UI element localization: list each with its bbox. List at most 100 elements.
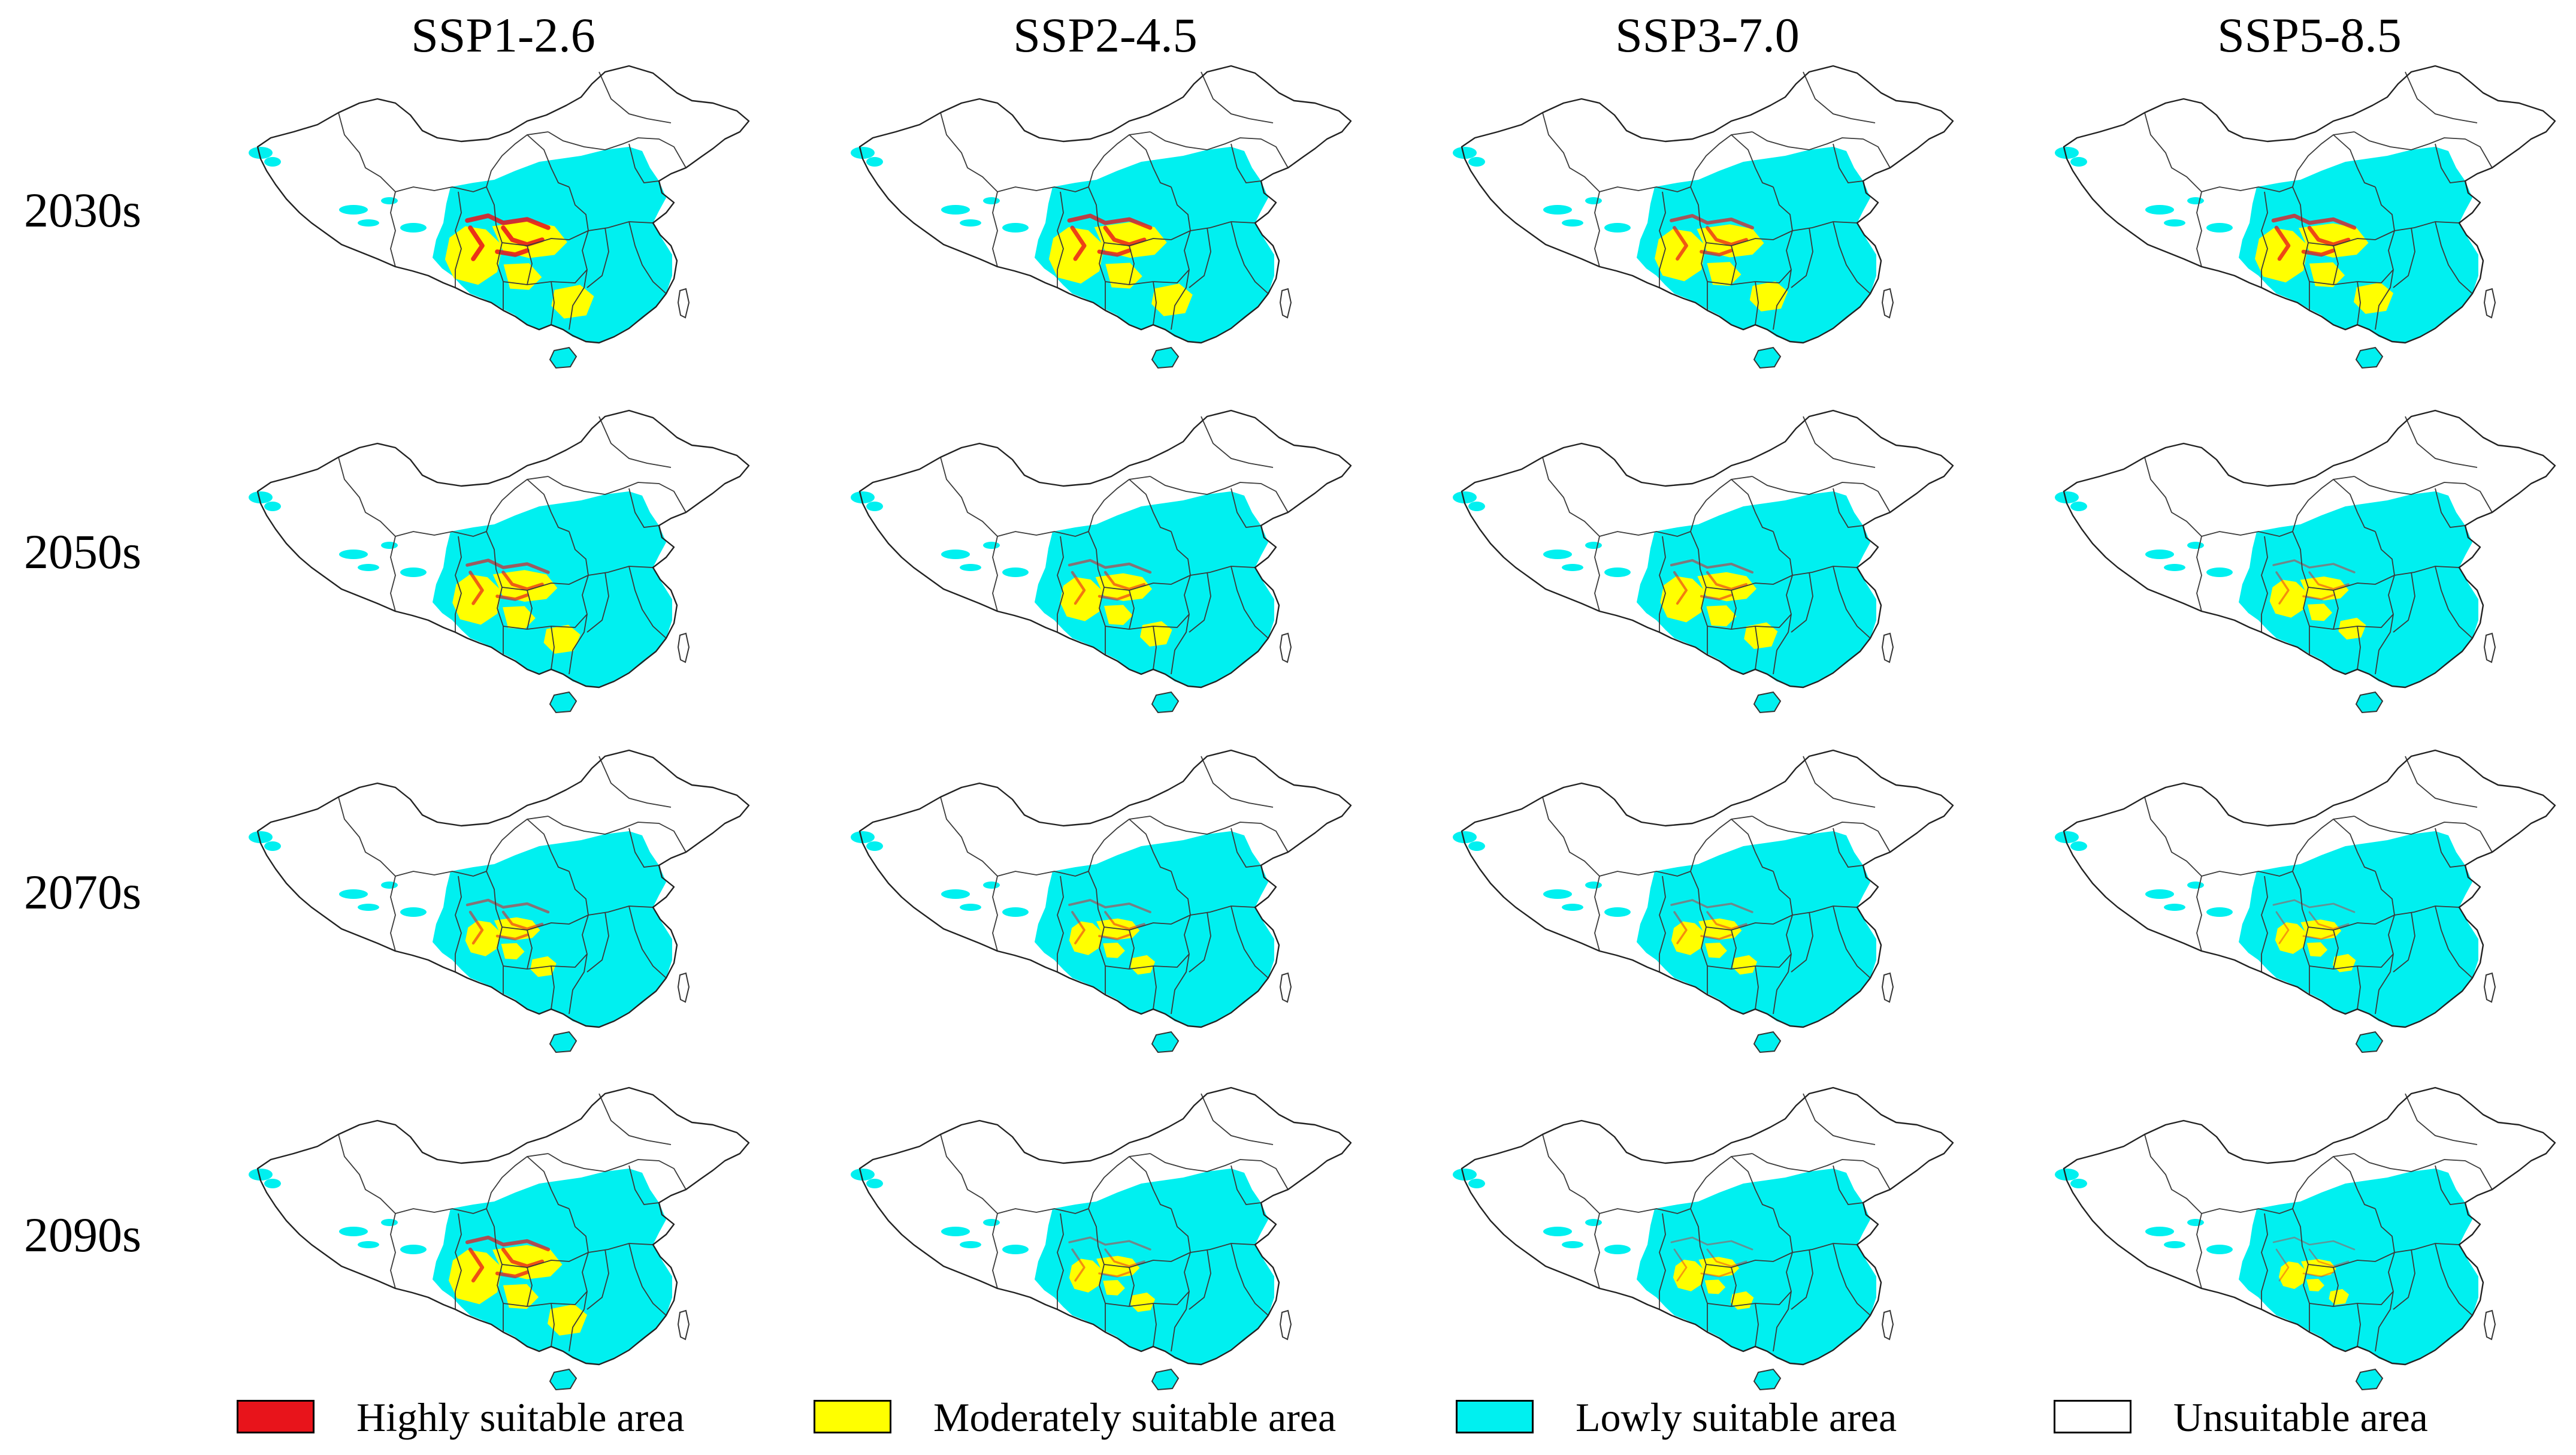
province-boundary [628, 1243, 667, 1316]
high-suitability-zone [2275, 1248, 2290, 1282]
china-suitability-map [1453, 65, 1954, 369]
province-boundary [586, 227, 609, 288]
province-boundary [527, 1267, 533, 1307]
low-suitability-patch [2187, 542, 2204, 549]
province-boundary [628, 566, 667, 639]
low-suitability-patch [983, 1219, 1000, 1226]
province-boundary [2393, 911, 2415, 973]
province-boundary [1833, 1243, 1871, 1316]
low-suitability-patch [2070, 502, 2087, 511]
province-boundary [1150, 476, 1289, 513]
low-suitability-patch [339, 205, 368, 215]
province-boundary [1690, 476, 1753, 532]
china-suitability-map [249, 409, 750, 714]
province-boundary [1731, 1156, 1774, 1209]
low-suitability-patch [358, 564, 379, 571]
country-outline [1461, 65, 1954, 344]
taiwan-island [1279, 288, 1292, 319]
low-suitability-patch [1604, 567, 1631, 577]
province-boundary [628, 143, 660, 183]
province-boundary [527, 245, 533, 285]
province-boundary [395, 871, 487, 877]
province-boundary [1791, 572, 1813, 633]
province-boundary [1189, 1249, 1211, 1310]
high-suitability-zone [2308, 571, 2350, 590]
province-boundary [1129, 1156, 1172, 1209]
high-suitability-zone [1700, 249, 1733, 256]
province-boundary [569, 186, 589, 330]
low-suitability-patch [1562, 564, 1583, 571]
low-suitability-patch [1468, 1179, 1485, 1188]
province-boundary [2201, 186, 2293, 192]
province-boundary [1153, 965, 1157, 1010]
province-boundary [548, 816, 687, 853]
low-suitability-patch [2206, 907, 2233, 917]
low-suitability-patch [1585, 197, 1602, 204]
province-boundary [2292, 1153, 2355, 1209]
moderate-suitability-zone [2309, 262, 2345, 288]
low-suitability-patch [249, 147, 273, 159]
low-suitability-patch [983, 882, 1000, 889]
hainan-island [1151, 691, 1180, 714]
province-boundary [2261, 191, 2268, 288]
high-suitability-zone [495, 1270, 530, 1279]
hainan-island [1151, 1368, 1180, 1391]
country-outline [256, 409, 750, 689]
moderate-suitability-zone [1706, 605, 1737, 627]
low-suitability-patch [381, 197, 398, 204]
map-panel [1420, 1070, 1995, 1405]
low-suitability-patch [1604, 907, 1631, 917]
low-suitability-patch [339, 550, 368, 559]
high-suitability-zone [2272, 899, 2356, 913]
province-boundary [1659, 876, 1666, 972]
low-suitability-patch [1543, 205, 1572, 215]
moderate-suitability-zone [1660, 576, 1706, 623]
province-boundary [1171, 871, 1191, 1015]
province-boundary [1599, 531, 1691, 537]
province-boundary [551, 1303, 555, 1347]
province-boundary [390, 876, 396, 952]
low-suitability-patch [400, 567, 427, 577]
province-boundary [1773, 871, 1793, 1015]
province-boundary [2308, 914, 2395, 931]
hainan-island [549, 346, 578, 369]
province-boundary [390, 191, 396, 267]
province-boundary [2405, 416, 2478, 468]
scenario-header: SSP1-2.6 [411, 8, 595, 62]
legend-label-unsuitable: Unsuitable area [2173, 1394, 2428, 1440]
high-suitability-zone [1068, 559, 1152, 574]
province-boundary [548, 476, 687, 513]
low-suitability-patch [249, 491, 273, 503]
province-boundary [1752, 1153, 1891, 1190]
province-boundary [501, 1252, 589, 1268]
province-boundary [1542, 1134, 1600, 1214]
low-suitability-patch [2145, 205, 2174, 215]
high-suitability-zone [1673, 911, 1688, 944]
province-boundary [1190, 566, 1256, 576]
moderate-suitability-zone [1730, 1291, 1754, 1310]
province-boundary [2435, 828, 2466, 868]
low-suitability-patch [264, 157, 281, 167]
province-boundary [940, 1134, 998, 1214]
high-suitability-zone [465, 1235, 551, 1252]
high-suitability-zone [2274, 225, 2291, 261]
moderate-suitability-zone [1733, 955, 1758, 975]
province-boundary [2357, 965, 2361, 1010]
china-suitability-map [249, 749, 750, 1053]
taiwan-island [1881, 632, 1894, 663]
high-suitability-zone [1097, 593, 1131, 601]
china-suitability-map [851, 409, 1352, 714]
hainan-island [1753, 691, 1782, 714]
low-suitability-patch [851, 147, 875, 159]
map-panel [818, 1070, 1393, 1405]
low-suitability-patch [2055, 831, 2079, 843]
moderate-suitability-zone [501, 943, 525, 959]
country-outline [858, 409, 1352, 689]
province-boundary [997, 1208, 1089, 1214]
province-boundary [1230, 488, 1262, 528]
province-boundary [2144, 1134, 2202, 1214]
low-suitability-patch [866, 841, 883, 851]
province-boundary [2308, 575, 2395, 591]
province-boundary [1755, 281, 1759, 325]
low-suitability-patch [2206, 1245, 2233, 1254]
